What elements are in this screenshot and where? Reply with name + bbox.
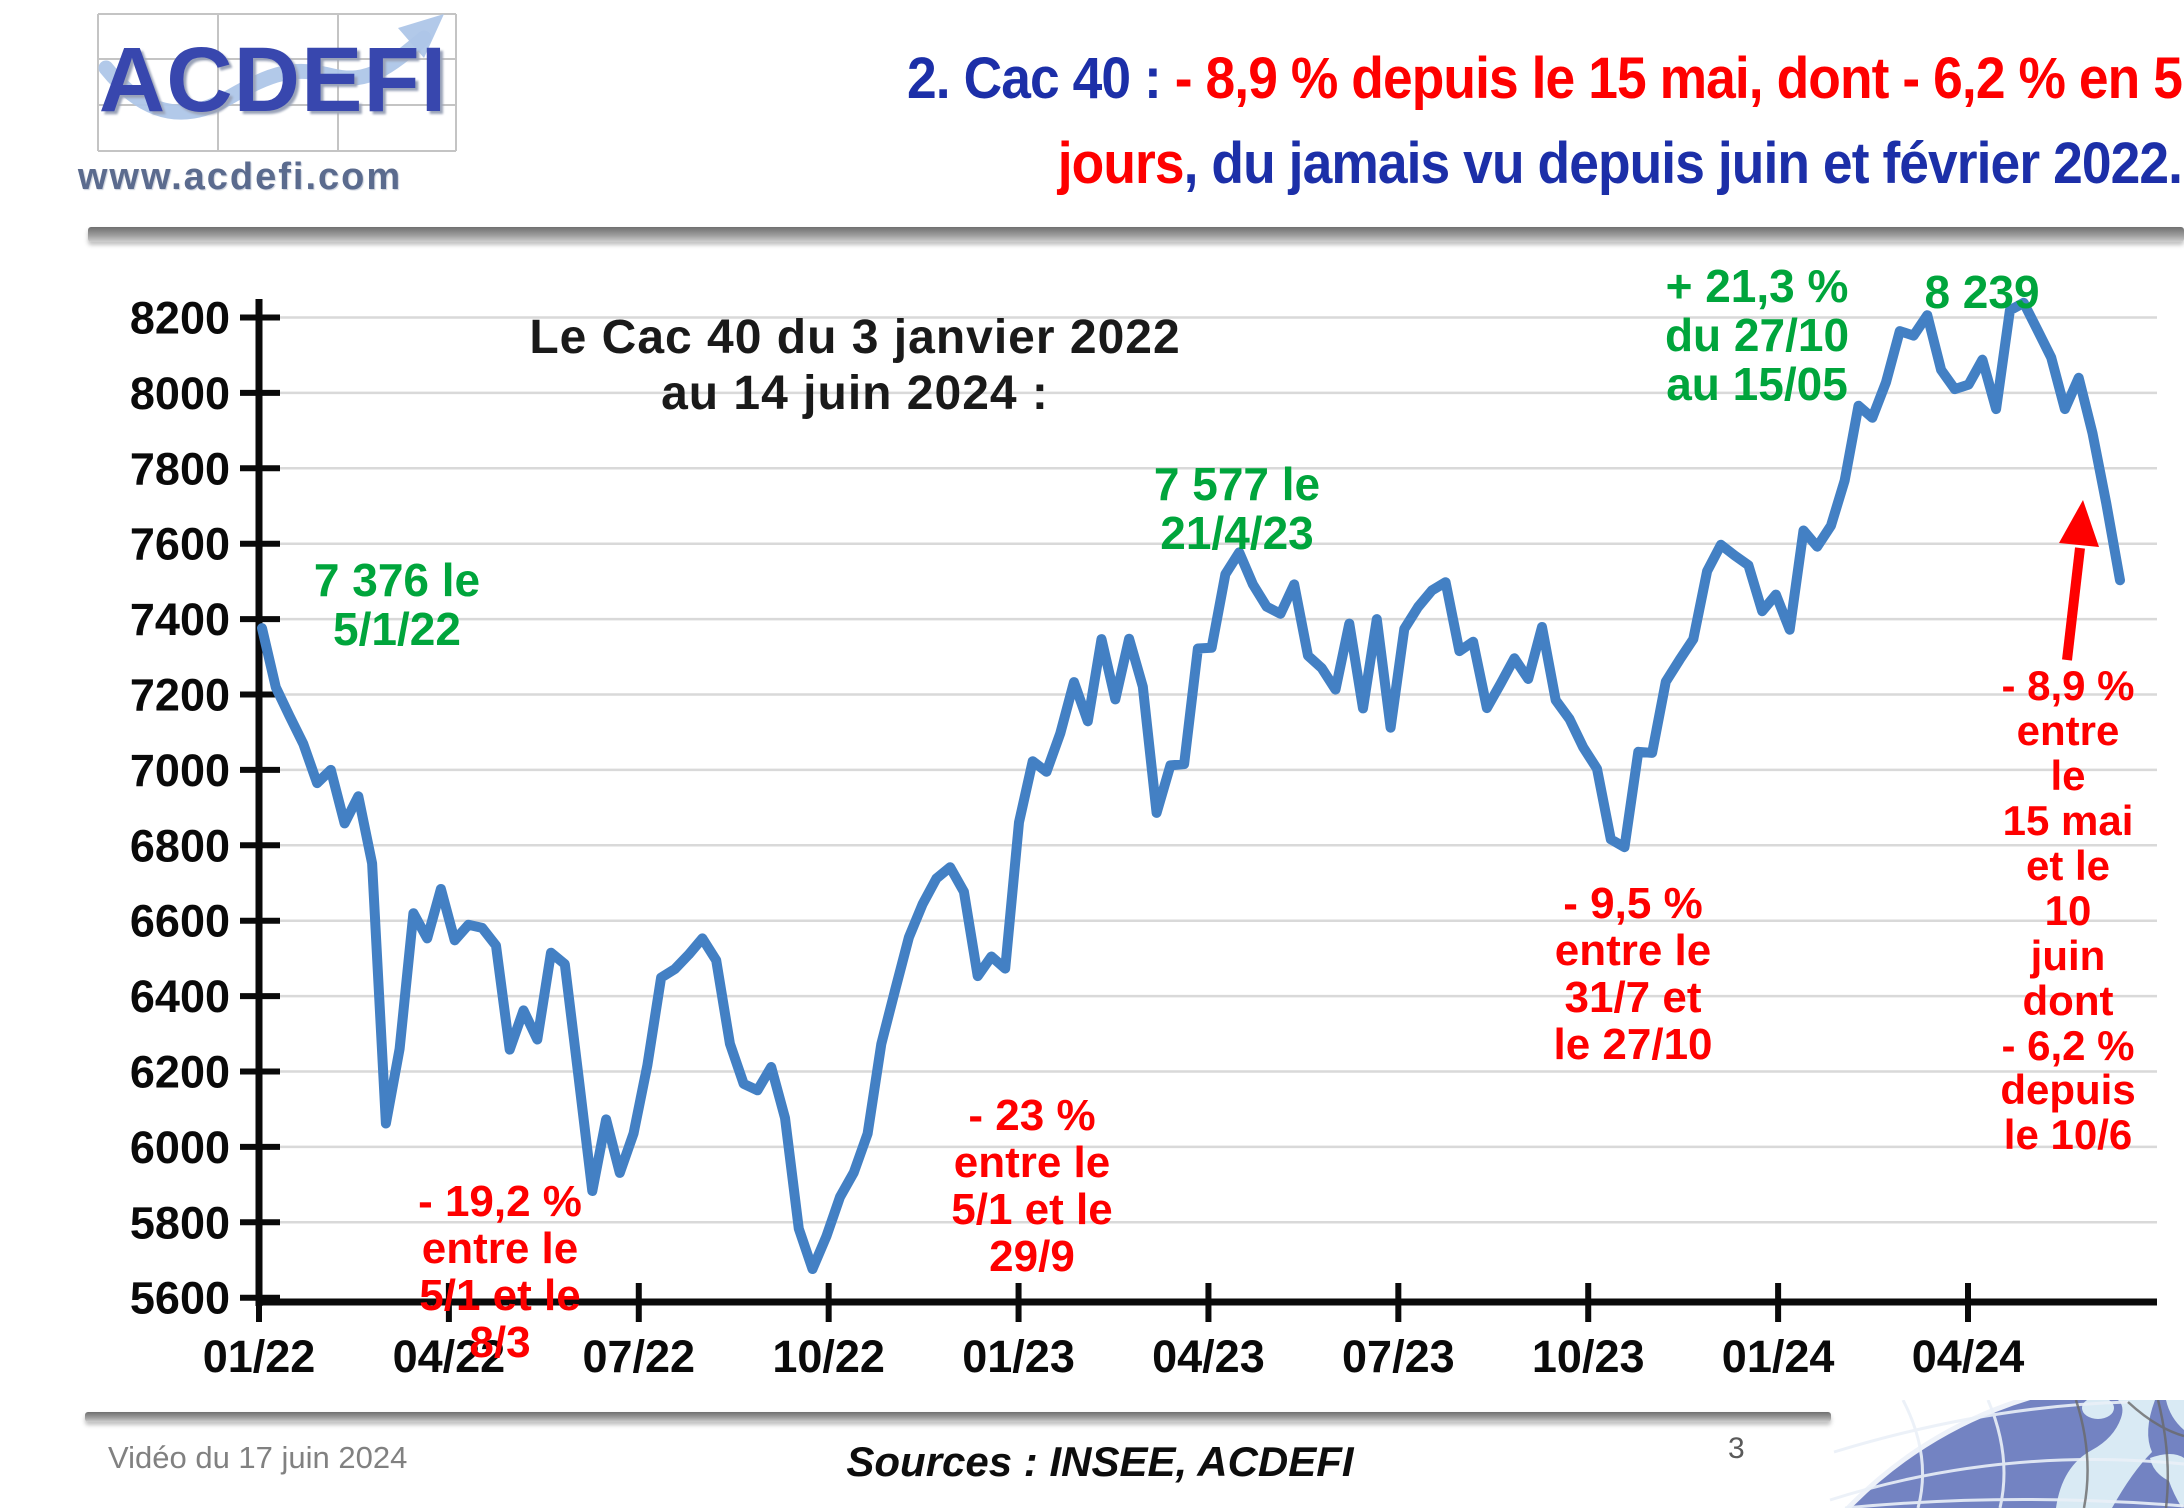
video-date-label: Vidéo du 17 juin 2024 [108, 1440, 408, 1475]
y-tick-label-7200: 7200 [130, 670, 230, 721]
x-tick-label-10/22: 10/22 [772, 1331, 885, 1382]
y-tick-label-6000: 6000 [130, 1122, 230, 1173]
drop-arrow-head [2059, 500, 2099, 547]
sources-label: Sources : INSEE, ACDEFI [846, 1438, 1354, 1485]
x-tick-label-04/23: 04/23 [1152, 1331, 1265, 1382]
y-tick-label-7400: 7400 [130, 594, 230, 645]
slide-title-line2: jours, du jamais vu depuis juin et févri… [1057, 131, 2183, 196]
x-tick-label-04/22: 04/22 [393, 1331, 506, 1382]
x-tick-label-04/24: 04/24 [1912, 1331, 2025, 1382]
logo-chart-icon [97, 13, 457, 152]
annotation-8239: 8 239 [1924, 266, 2040, 318]
logo-brand-text: ACDEFI [98, 29, 448, 131]
x-tick-label-01/24: 01/24 [1722, 1331, 1835, 1382]
y-tick-label-7600: 7600 [130, 519, 230, 570]
y-tick-label-8200: 8200 [130, 293, 230, 344]
x-tick-label-07/23: 07/23 [1342, 1331, 1455, 1382]
page-number: 3 [1728, 1432, 1745, 1465]
slide-title-line1: 2. Cac 40 : - 8,9 % depuis le 15 mai, do… [907, 46, 2183, 111]
cac40-series-line [257, 297, 2125, 1274]
slide-title: 2. Cac 40 : - 8,9 % depuis le 15 mai, do… [422, 36, 2183, 206]
annotation-7376: 7 376 le 5/1/22 [313, 554, 481, 656]
x-tick-label-07/22: 07/22 [582, 1331, 695, 1382]
chart-title: Le Cac 40 du 3 janvier 2022 au 14 juin 2… [529, 311, 1181, 420]
annotation-minus-19-2: - 19,2 % entre le 5/1 et le 8/3 [418, 1177, 582, 1368]
y-tick-label-5800: 5800 [130, 1197, 230, 1248]
annotation-minus-9-5: - 9,5 % entre le 31/7 et le 27/10 [1553, 879, 1713, 1070]
y-tick-label-6800: 6800 [130, 820, 230, 871]
drop-arrow-shaft [2062, 547, 2085, 661]
y-tick-label-5600: 5600 [130, 1273, 230, 1324]
y-tick-label-8000: 8000 [130, 368, 230, 419]
y-tick-label-6200: 6200 [130, 1047, 230, 1098]
annotation-7577: 7 577 le 21/4/23 [1153, 458, 1321, 560]
globe-image [1829, 1400, 2184, 1508]
logo-url-text: www.acdefi.com [77, 156, 403, 198]
y-tick-label-7800: 7800 [130, 443, 230, 494]
x-tick-label-10/23: 10/23 [1532, 1331, 1645, 1382]
y-tick-label-7000: 7000 [130, 745, 230, 796]
annotation-plus-21-3: + 21,3 % du 27/10 au 15/05 [1664, 260, 1850, 411]
annotation-minus-23: - 23 % entre le 5/1 et le 29/9 [951, 1091, 1113, 1282]
x-tick-label-01/23: 01/23 [962, 1331, 1075, 1382]
y-tick-label-6600: 6600 [130, 896, 230, 947]
annotation-minus-8-9: - 8,9 % entre le 15 mai et le 10 juin do… [2000, 662, 2136, 1159]
footer-divider-bar [85, 1412, 1831, 1422]
header-divider-bar [88, 227, 2184, 242]
x-tick-label-01/22: 01/22 [203, 1331, 316, 1382]
y-tick-label-6400: 6400 [130, 971, 230, 1022]
acdefi-logo: ACDEFI [88, 6, 458, 156]
